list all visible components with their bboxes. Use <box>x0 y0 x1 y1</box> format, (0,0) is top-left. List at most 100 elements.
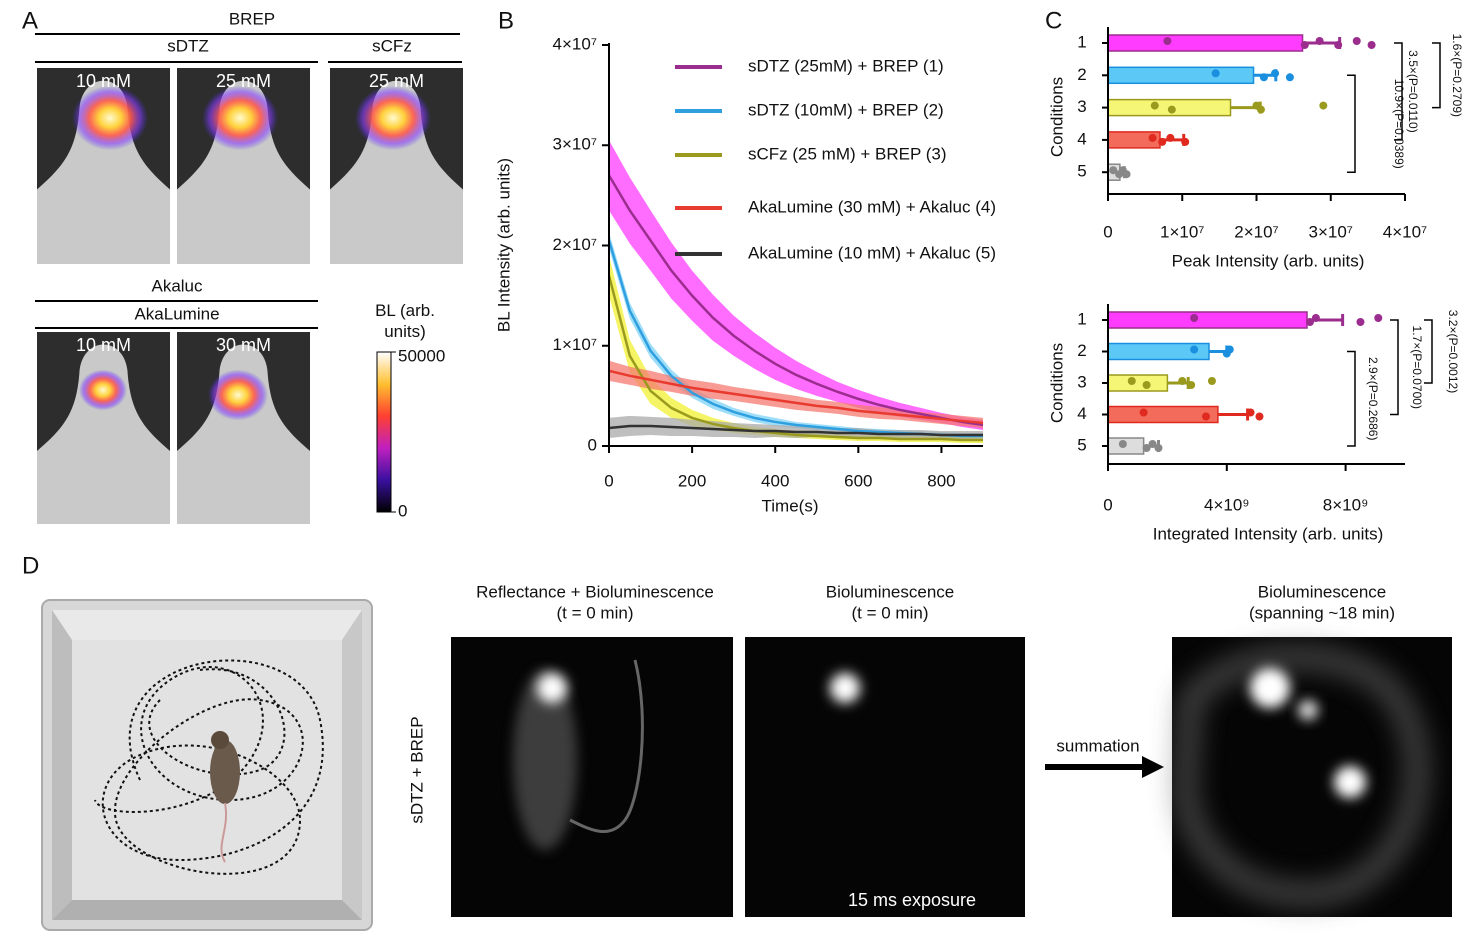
sub-label: AkaLumine <box>134 304 219 323</box>
group-label: Akaluc <box>151 276 203 295</box>
glow <box>79 369 127 411</box>
data-point <box>1163 37 1172 45</box>
data-point <box>1211 69 1220 78</box>
glow <box>355 85 431 151</box>
y-tick-label: 2 <box>1077 341 1086 360</box>
image-title: (t = 0 min) <box>852 603 929 622</box>
axes <box>1107 27 1405 195</box>
data-point <box>1311 314 1320 322</box>
data-point <box>1178 377 1187 385</box>
data-point <box>1319 101 1328 110</box>
arrow-head <box>1142 756 1164 778</box>
x-axis-label: Peak Intensity (arb. units) <box>1172 251 1365 270</box>
data-point <box>1285 73 1294 82</box>
y-tick-label: 3 <box>1077 97 1086 116</box>
mouse-tail <box>220 802 227 863</box>
data-point <box>1181 137 1190 146</box>
axes <box>1107 304 1405 465</box>
x-axis-label: Integrated Intensity (arb. units) <box>1153 524 1384 543</box>
data-point <box>1246 408 1255 417</box>
annotation: 3.5×(P=0.0110) <box>1406 50 1420 133</box>
bracket <box>1424 319 1433 384</box>
data-point <box>1118 440 1127 448</box>
mouse-body <box>177 344 310 524</box>
arena-wall <box>342 610 362 920</box>
y-tick-label: 5 <box>1077 435 1086 454</box>
image-title: Bioluminescence <box>1258 582 1387 601</box>
x-tick-label: 2×10⁷ <box>1234 222 1278 241</box>
panel-label: A <box>22 7 38 34</box>
data-point <box>1150 101 1159 110</box>
bracket <box>1432 42 1441 109</box>
x-tick-label: 3×10⁷ <box>1309 222 1353 241</box>
bar <box>1107 374 1169 392</box>
data-point <box>1139 408 1148 417</box>
bar <box>1107 66 1255 85</box>
mouse <box>210 740 240 804</box>
panel-d: D sDTZ + BREP Reflectance + Bioluminesce… <box>22 552 1452 931</box>
mouse-body <box>37 344 170 524</box>
image-title: Reflectance + Bioluminescence <box>476 582 714 601</box>
arena-floor <box>72 640 342 900</box>
image-title: (t = 0 min) <box>557 603 634 622</box>
data-point <box>1190 345 1199 354</box>
axes <box>608 43 983 447</box>
colorbar-tick-label: 0 <box>398 501 407 520</box>
x-tick-label: 4×10⁷ <box>1383 222 1427 241</box>
y-tick-label: 0 <box>588 435 597 454</box>
y-tick-label: 4 <box>1077 404 1086 423</box>
bl-spot <box>1250 668 1290 708</box>
exposure-label: 15 ms exposure <box>848 890 976 910</box>
x-tick-label: 0 <box>1103 495 1112 514</box>
bar <box>1107 405 1219 424</box>
sub-label: sDTZ <box>167 36 209 55</box>
data-point <box>1300 41 1309 49</box>
colorbar-title: BL (arb. units) <box>375 301 435 341</box>
mouse-body <box>37 80 170 265</box>
bracket <box>1347 74 1356 173</box>
bl-spot <box>537 673 567 703</box>
annotation: 10.9×(P=0.0389) <box>1392 79 1406 169</box>
image <box>451 637 733 917</box>
y-tick-label: 2 <box>1077 65 1086 84</box>
data-point <box>1352 37 1361 45</box>
panel-label: B <box>498 7 514 34</box>
y-tick-label: 1 <box>1077 32 1086 51</box>
side-label: sDTZ + BREP <box>407 716 426 823</box>
glow <box>208 369 268 421</box>
y-tick-label: 4 <box>1077 129 1086 148</box>
series-line <box>608 369 984 425</box>
y-tick-label: 3×10⁷ <box>553 135 597 154</box>
y-axis-label: Conditions <box>1047 77 1066 157</box>
x-tick-label: 600 <box>844 471 872 490</box>
colorbar-tick-label: 50000 <box>398 346 445 365</box>
y-tick-label: 5 <box>1077 162 1086 181</box>
mouse-reflect <box>513 670 577 850</box>
series-line <box>607 275 983 442</box>
legend-label: sDTZ (10mM) + BREP (2) <box>748 100 944 119</box>
error-band <box>609 360 983 428</box>
legend-label: AkaLumine (30 mM) + Akaluc (4) <box>748 197 996 216</box>
x-tick-label: 0 <box>1103 222 1112 241</box>
image-label: 10 mM <box>76 335 131 355</box>
data-point <box>1142 381 1151 389</box>
data-point <box>1255 412 1264 421</box>
bar <box>1107 311 1308 329</box>
glow <box>72 85 148 151</box>
data-point <box>1142 444 1151 452</box>
data-point <box>1167 105 1176 114</box>
x-tick-label: 800 <box>927 471 955 490</box>
data-point <box>1166 133 1175 142</box>
y-tick-label: 2×10⁷ <box>553 235 597 254</box>
x-axis-label: Time(s) <box>762 496 819 515</box>
image-label: 30 mM <box>216 335 271 355</box>
mouse-images: 10 mM 25 mM 25 mM 10 mM 30 mM <box>37 68 463 524</box>
data-point <box>1367 41 1376 49</box>
trajectory <box>94 659 324 875</box>
data-point <box>1259 73 1268 82</box>
bracket <box>1394 42 1403 141</box>
data-point <box>1334 41 1343 49</box>
data-point <box>1225 345 1234 354</box>
arrow-label: summation <box>1056 736 1139 755</box>
